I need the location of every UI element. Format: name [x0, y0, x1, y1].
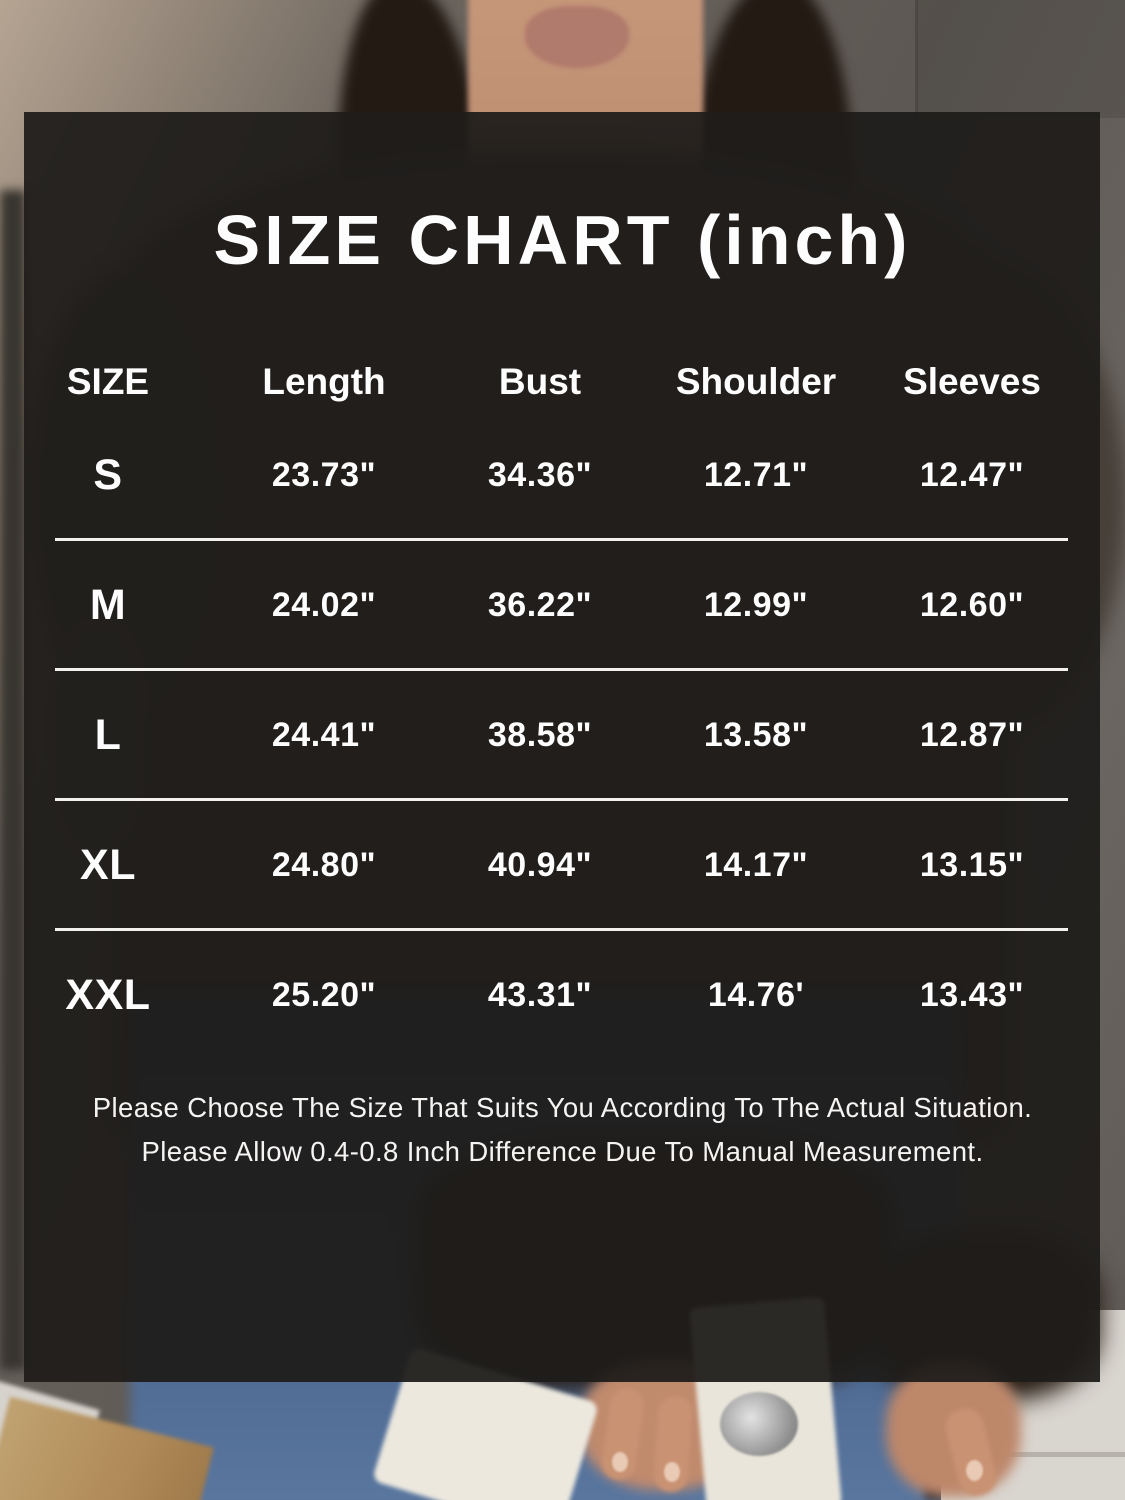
column-header-sleeves: Sleeves	[903, 361, 1041, 402]
shoulder-value: 13.58"	[703, 715, 809, 754]
photo-bag-clasp	[720, 1392, 798, 1456]
bust-value: 43.31"	[487, 975, 593, 1014]
photo-wall-seam	[915, 0, 918, 120]
sleeves-value: 12.87"	[919, 715, 1025, 754]
bust-value: 38.58"	[487, 715, 593, 754]
photo-fingernail	[966, 1460, 983, 1481]
table-row-s: S 23.73" 34.36" 12.71" 12.47"	[0, 410, 1080, 540]
column-header-length: Length	[262, 361, 386, 402]
table-row-xl: XL 24.80" 40.94" 14.17" 13.15"	[0, 800, 1080, 930]
shoulder-value: 14.17"	[703, 845, 809, 884]
disclaimer-line-2: Please Allow 0.4-0.8 Inch Difference Due…	[141, 1136, 984, 1167]
row-divider	[55, 538, 1068, 541]
size-chart-title: SIZE CHART (inch)	[213, 201, 912, 279]
shoulder-value: 12.71"	[703, 455, 809, 494]
disclaimer-line-1: Please Choose The Size That Suits You Ac…	[92, 1092, 1033, 1123]
sleeves-value: 12.47"	[919, 455, 1025, 494]
table-row-xxl: XXL 25.20" 43.31" 14.76' 13.43"	[0, 930, 1080, 1060]
size-label: XXL	[65, 970, 151, 1019]
row-divider	[55, 668, 1068, 671]
row-divider	[55, 928, 1068, 931]
column-header-bust: Bust	[498, 361, 582, 402]
table-header-row: SIZE Length Bust Shoulder Sleeves	[0, 354, 1080, 410]
length-value: 24.80"	[271, 845, 377, 884]
size-label: S	[93, 450, 123, 499]
length-value: 23.73"	[271, 455, 377, 494]
column-header-size: SIZE	[66, 361, 150, 402]
size-table: SIZE Length Bust Shoulder Sleeves S 23.7…	[0, 354, 1080, 1060]
photo-fingernail	[612, 1452, 628, 1472]
size-label: L	[94, 710, 122, 759]
row-divider	[55, 798, 1068, 801]
table-row-l: L 24.41" 38.58" 13.58" 12.87"	[0, 670, 1080, 800]
photo-lips	[525, 6, 629, 68]
dark-overlay-panel	[24, 112, 1100, 1382]
sleeves-value: 13.15"	[919, 845, 1025, 884]
shoulder-value: 12.99"	[703, 585, 809, 624]
photo-baseboard-line-right	[941, 1452, 1125, 1457]
bust-value: 40.94"	[487, 845, 593, 884]
photo-fingernail	[664, 1462, 680, 1482]
size-label: XL	[80, 840, 136, 889]
bust-value: 36.22"	[487, 585, 593, 624]
sleeves-value: 12.60"	[919, 585, 1025, 624]
table-row-m: M 24.02" 36.22" 12.99" 12.60"	[0, 540, 1080, 670]
size-label: M	[89, 580, 127, 629]
shoulder-value: 14.76'	[707, 975, 805, 1014]
length-value: 25.20"	[271, 975, 377, 1014]
bust-value: 34.36"	[487, 455, 593, 494]
size-disclaimer: Please Choose The Size That Suits You Ac…	[0, 1086, 1125, 1174]
length-value: 24.41"	[271, 715, 377, 754]
photo-wall-shade	[917, 0, 1125, 118]
photo-left-shadow	[0, 190, 26, 1370]
length-value: 24.02"	[271, 585, 377, 624]
sleeves-value: 13.43"	[919, 975, 1025, 1014]
column-header-shoulder: Shoulder	[675, 361, 837, 402]
